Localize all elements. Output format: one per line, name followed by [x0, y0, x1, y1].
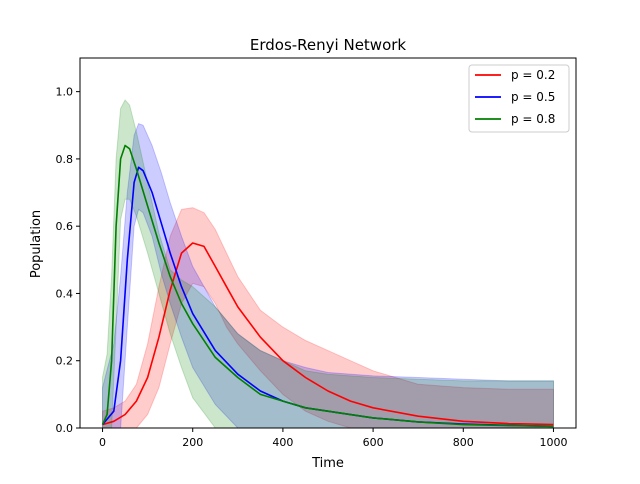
legend: p = 0.2 p = 0.5 p = 0.8 [468, 64, 570, 133]
y-tick-label: 0.2 [56, 355, 74, 368]
y-tick-label: 0.4 [56, 287, 74, 300]
x-tick-label: 400 [272, 436, 293, 449]
y-axis-label: Population [29, 210, 44, 278]
y-tick-label: 1.0 [56, 86, 74, 99]
x-tick-label: 1000 [539, 436, 567, 449]
legend-box [468, 64, 570, 133]
x-tick-label: 200 [182, 436, 203, 449]
x-tick-label: 0 [99, 436, 106, 449]
y-tick-label: 0.6 [56, 220, 74, 233]
legend-label-series-1: p = 0.2 [511, 68, 555, 82]
x-tick-label: 600 [363, 436, 384, 449]
x-axis-label: Time [311, 456, 344, 471]
y-tick-label: 0.0 [56, 422, 74, 435]
y-tick-label: 0.8 [56, 153, 74, 166]
legend-label-series-3: p = 0.8 [511, 112, 555, 126]
bands-layer [102, 99, 554, 429]
x-tick-label: 800 [453, 436, 474, 449]
lines-layer [101, 144, 554, 428]
line-series-1 [102, 242, 554, 426]
plot-frame [79, 57, 577, 429]
chart-title: Erdos-Renyi Network [250, 36, 407, 54]
axes-layer: 0 200 400 600 800 1000 0.0 0.2 0.4 0.6 0.8 1.0 [56, 57, 577, 449]
legend-label-series-2: p = 0.5 [511, 90, 555, 104]
line-series-3 [101, 144, 554, 428]
